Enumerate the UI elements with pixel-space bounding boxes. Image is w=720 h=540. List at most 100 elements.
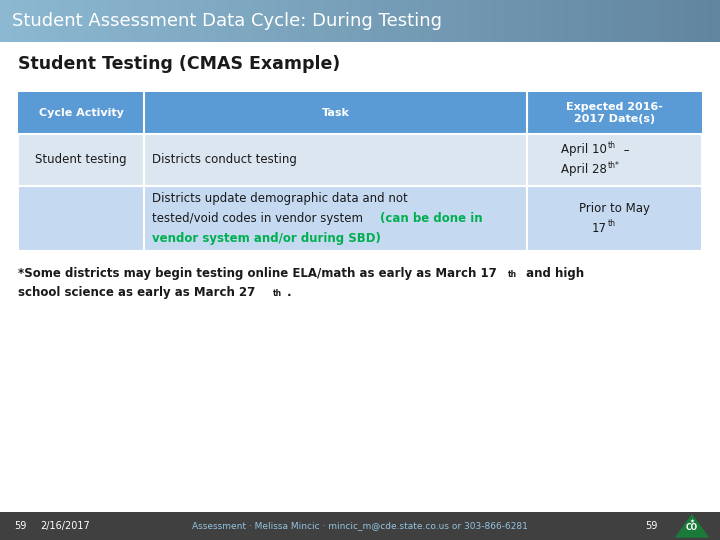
FancyBboxPatch shape: [660, 0, 673, 42]
FancyBboxPatch shape: [36, 0, 49, 42]
Text: Districts update demographic data and not: Districts update demographic data and no…: [152, 192, 408, 205]
FancyBboxPatch shape: [492, 0, 505, 42]
Text: April 28: April 28: [561, 164, 606, 177]
FancyBboxPatch shape: [120, 0, 133, 42]
FancyBboxPatch shape: [204, 0, 217, 42]
FancyBboxPatch shape: [504, 0, 517, 42]
FancyBboxPatch shape: [168, 0, 181, 42]
FancyBboxPatch shape: [432, 0, 445, 42]
Text: Task: Task: [322, 108, 349, 118]
FancyBboxPatch shape: [360, 0, 373, 42]
Text: and high: and high: [522, 267, 584, 280]
FancyBboxPatch shape: [336, 0, 349, 42]
FancyBboxPatch shape: [576, 0, 589, 42]
FancyBboxPatch shape: [132, 0, 145, 42]
FancyBboxPatch shape: [84, 0, 97, 42]
Text: (can be done in: (can be done in: [380, 212, 482, 225]
Text: th: th: [608, 140, 616, 150]
Text: 17: 17: [592, 222, 606, 235]
FancyBboxPatch shape: [12, 0, 25, 42]
FancyBboxPatch shape: [216, 0, 229, 42]
FancyBboxPatch shape: [324, 0, 337, 42]
FancyBboxPatch shape: [108, 0, 121, 42]
Text: th*: th*: [608, 160, 619, 170]
FancyBboxPatch shape: [72, 0, 85, 42]
FancyBboxPatch shape: [144, 0, 157, 42]
Text: school science as early as March 27: school science as early as March 27: [18, 286, 256, 299]
FancyBboxPatch shape: [264, 0, 277, 42]
FancyBboxPatch shape: [276, 0, 289, 42]
Text: Student testing: Student testing: [35, 153, 127, 166]
FancyBboxPatch shape: [60, 0, 73, 42]
Text: 59: 59: [14, 521, 27, 531]
FancyBboxPatch shape: [300, 0, 313, 42]
Text: April 10: April 10: [561, 144, 606, 157]
FancyBboxPatch shape: [0, 512, 720, 540]
Text: Cycle Activity: Cycle Activity: [39, 108, 123, 118]
FancyBboxPatch shape: [48, 0, 61, 42]
FancyBboxPatch shape: [420, 0, 433, 42]
FancyBboxPatch shape: [696, 0, 709, 42]
FancyBboxPatch shape: [588, 0, 601, 42]
Text: *Some districts may begin testing online ELA/math as early as March 17: *Some districts may begin testing online…: [18, 267, 497, 280]
FancyBboxPatch shape: [228, 0, 241, 42]
Text: CO: CO: [686, 523, 698, 532]
Text: Student Assessment Data Cycle: During Testing: Student Assessment Data Cycle: During Te…: [12, 12, 442, 30]
FancyBboxPatch shape: [240, 0, 253, 42]
FancyBboxPatch shape: [24, 0, 37, 42]
FancyBboxPatch shape: [527, 134, 702, 186]
Text: Prior to May: Prior to May: [579, 202, 650, 215]
FancyBboxPatch shape: [384, 0, 397, 42]
FancyBboxPatch shape: [564, 0, 577, 42]
FancyBboxPatch shape: [612, 0, 625, 42]
Text: Districts conduct testing: Districts conduct testing: [152, 153, 297, 166]
FancyBboxPatch shape: [372, 0, 385, 42]
FancyBboxPatch shape: [348, 0, 361, 42]
FancyBboxPatch shape: [624, 0, 637, 42]
FancyBboxPatch shape: [312, 0, 325, 42]
FancyBboxPatch shape: [648, 0, 661, 42]
Text: Assessment · Melissa Mincic · mincic_m@cde.state.co.us or 303-866-6281: Assessment · Melissa Mincic · mincic_m@c…: [192, 522, 528, 530]
FancyBboxPatch shape: [408, 0, 421, 42]
FancyBboxPatch shape: [0, 0, 13, 42]
FancyBboxPatch shape: [636, 0, 649, 42]
FancyBboxPatch shape: [288, 0, 301, 42]
Text: 59: 59: [645, 521, 657, 531]
Text: th: th: [273, 289, 282, 298]
Text: tested/void codes in vendor system: tested/void codes in vendor system: [152, 212, 366, 225]
FancyBboxPatch shape: [18, 134, 144, 186]
FancyBboxPatch shape: [156, 0, 169, 42]
FancyBboxPatch shape: [708, 0, 720, 42]
FancyBboxPatch shape: [18, 186, 144, 251]
FancyBboxPatch shape: [396, 0, 409, 42]
FancyBboxPatch shape: [252, 0, 265, 42]
FancyBboxPatch shape: [552, 0, 565, 42]
Text: –: –: [621, 144, 630, 157]
FancyBboxPatch shape: [468, 0, 481, 42]
FancyBboxPatch shape: [480, 0, 493, 42]
FancyBboxPatch shape: [444, 0, 457, 42]
FancyBboxPatch shape: [527, 186, 702, 251]
Text: vendor system and/or during SBD): vendor system and/or during SBD): [152, 232, 381, 245]
Polygon shape: [676, 515, 708, 537]
FancyBboxPatch shape: [684, 0, 697, 42]
FancyBboxPatch shape: [672, 0, 685, 42]
Text: .: .: [287, 286, 292, 299]
FancyBboxPatch shape: [516, 0, 529, 42]
FancyBboxPatch shape: [18, 92, 702, 134]
Text: Expected 2016-
2017 Date(s): Expected 2016- 2017 Date(s): [566, 102, 663, 124]
Text: th: th: [608, 219, 616, 228]
FancyBboxPatch shape: [456, 0, 469, 42]
Text: ★: ★: [690, 518, 694, 523]
FancyBboxPatch shape: [144, 134, 527, 186]
FancyBboxPatch shape: [540, 0, 553, 42]
FancyBboxPatch shape: [96, 0, 109, 42]
Text: th: th: [508, 270, 517, 279]
Text: Student Testing (CMAS Example): Student Testing (CMAS Example): [18, 55, 341, 73]
FancyBboxPatch shape: [180, 0, 193, 42]
FancyBboxPatch shape: [528, 0, 541, 42]
FancyBboxPatch shape: [144, 186, 527, 251]
FancyBboxPatch shape: [600, 0, 613, 42]
Text: 2/16/2017: 2/16/2017: [40, 521, 90, 531]
FancyBboxPatch shape: [192, 0, 205, 42]
